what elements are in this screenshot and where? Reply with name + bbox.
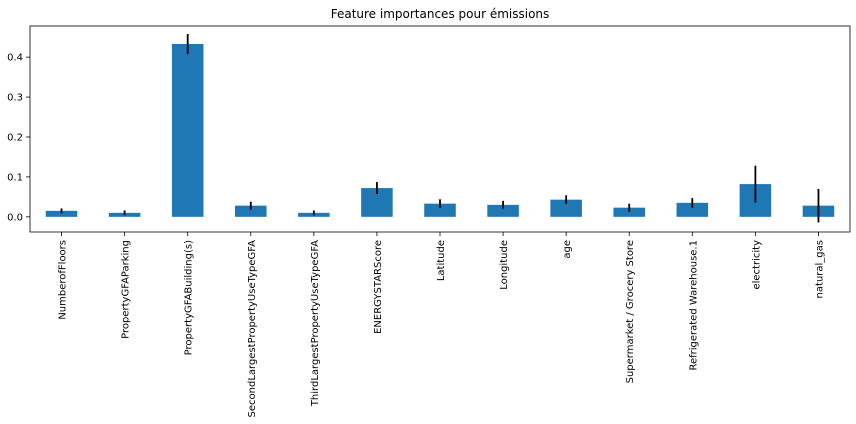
- bar: [550, 199, 582, 217]
- x-tick-label: natural_gas: [814, 240, 825, 298]
- x-tick-label: Latitude: [436, 240, 447, 281]
- x-tick-label: ThirdLargestPropertyUseTypeGFA: [310, 240, 321, 407]
- chart-title: Feature importances pour émissions: [331, 7, 550, 21]
- x-tick-label: Longitude: [499, 240, 510, 290]
- bar: [424, 203, 456, 217]
- y-tick-label: 0.4: [7, 53, 23, 64]
- bar: [235, 205, 267, 217]
- bar: [487, 204, 519, 217]
- bar: [171, 43, 204, 217]
- y-tick-label: 0.0: [7, 212, 23, 223]
- y-tick-label: 0.2: [7, 132, 23, 143]
- x-tick-label: electricity: [751, 240, 762, 290]
- x-tick-label: PropertyGFABuilding(s): [184, 240, 195, 355]
- x-tick-label: age: [562, 240, 573, 259]
- y-tick-label: 0.1: [7, 172, 23, 183]
- y-tick-label: 0.3: [7, 93, 23, 104]
- x-tick-label: SecondLargestPropertyUseTypeGFA: [247, 240, 258, 418]
- bar: [613, 207, 645, 217]
- plot-area: 0.0 0.1 0.2 0.3 0.4 NumberofFloors PropertyGFA…: [7, 25, 851, 418]
- x-tick-label: ENERGYSTARScore: [373, 240, 384, 334]
- x-tick-label: Supermarket / Grocery Store: [625, 240, 636, 383]
- x-tick-label: NumberofFloors: [58, 240, 69, 320]
- x-tick-label: PropertyGFAParking: [121, 240, 132, 339]
- bar: [45, 210, 78, 217]
- x-tick-label: Refrigerated Warehouse.1: [688, 240, 699, 371]
- bar: [676, 202, 709, 217]
